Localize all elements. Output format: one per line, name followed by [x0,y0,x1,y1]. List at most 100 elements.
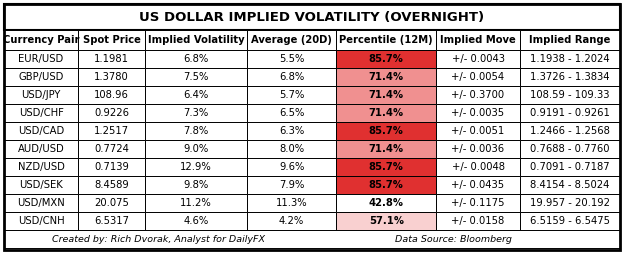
Bar [520,122,620,140]
Bar [4,158,78,176]
Bar [4,140,78,158]
Bar [436,50,520,68]
Bar [336,158,436,176]
Text: 6.8%: 6.8% [279,72,305,82]
Text: +/- 0.0035: +/- 0.0035 [452,108,505,118]
Text: NZD/USD: NZD/USD [17,162,64,172]
Bar [78,212,145,230]
Bar [145,30,247,50]
Text: +/- 0.0036: +/- 0.0036 [452,144,505,154]
Bar [520,140,620,158]
Text: +/- 0.0435: +/- 0.0435 [452,180,505,190]
Bar [520,212,620,230]
Bar [145,86,247,104]
Bar [436,86,520,104]
Bar [436,194,520,212]
Text: 0.7091 - 0.7187: 0.7091 - 0.7187 [530,162,610,172]
Bar [145,212,247,230]
Text: USD/JPY: USD/JPY [21,90,61,100]
Text: 85.7%: 85.7% [369,162,404,172]
Bar [247,122,336,140]
Text: Implied Move: Implied Move [440,35,516,45]
Text: 8.0%: 8.0% [279,144,304,154]
Bar [520,68,620,86]
Bar [436,68,520,86]
Bar [336,30,436,50]
Bar [145,122,247,140]
Bar [145,50,247,68]
Text: EUR/USD: EUR/USD [19,54,64,64]
Text: 42.8%: 42.8% [369,198,404,208]
Bar [78,158,145,176]
Bar [78,104,145,122]
Bar [436,104,520,122]
Text: 0.7724: 0.7724 [94,144,129,154]
Bar [4,212,78,230]
Text: 71.4%: 71.4% [369,72,404,82]
Bar [78,122,145,140]
Bar [78,194,145,212]
Text: 1.1938 - 1.2024: 1.1938 - 1.2024 [530,54,610,64]
Bar [520,50,620,68]
Text: 6.4%: 6.4% [183,90,208,100]
Text: 71.4%: 71.4% [369,144,404,154]
Text: 9.8%: 9.8% [183,180,208,190]
Text: 57.1%: 57.1% [369,216,404,226]
Bar [247,140,336,158]
Bar [4,230,620,248]
Bar [336,176,436,194]
Text: GBP/USD: GBP/USD [19,72,64,82]
Text: Spot Price: Spot Price [82,35,140,45]
Text: Percentile (12M): Percentile (12M) [339,35,433,45]
Bar [145,194,247,212]
Bar [436,158,520,176]
Bar [78,176,145,194]
Text: AUD/USD: AUD/USD [17,144,64,154]
Text: 1.1981: 1.1981 [94,54,129,64]
Text: 6.5%: 6.5% [279,108,305,118]
Text: 19.957 - 20.192: 19.957 - 20.192 [530,198,610,208]
Text: 1.3780: 1.3780 [94,72,129,82]
Text: 9.0%: 9.0% [183,144,208,154]
Text: Implied Volatility: Implied Volatility [148,35,245,45]
Bar [145,140,247,158]
Text: +/- 0.0158: +/- 0.0158 [451,216,505,226]
Text: 9.6%: 9.6% [279,162,305,172]
Text: 11.2%: 11.2% [180,198,212,208]
Text: 4.6%: 4.6% [183,216,208,226]
Bar [78,68,145,86]
Text: +/- 0.1175: +/- 0.1175 [451,198,505,208]
Text: 7.5%: 7.5% [183,72,208,82]
Bar [436,140,520,158]
Text: 5.7%: 5.7% [279,90,305,100]
Bar [436,176,520,194]
Text: 85.7%: 85.7% [369,126,404,136]
Text: 11.3%: 11.3% [276,198,308,208]
Bar [520,158,620,176]
Bar [247,86,336,104]
Text: Data Source: Bloomberg: Data Source: Bloomberg [395,234,512,244]
Text: 6.8%: 6.8% [183,54,208,64]
Text: 7.3%: 7.3% [183,108,208,118]
Bar [247,30,336,50]
Bar [436,122,520,140]
Text: 6.5317: 6.5317 [94,216,129,226]
Bar [336,104,436,122]
Bar [247,212,336,230]
Text: USD/CHF: USD/CHF [19,108,64,118]
Bar [247,158,336,176]
Text: US DOLLAR IMPLIED VOLATILITY (OVERNIGHT): US DOLLAR IMPLIED VOLATILITY (OVERNIGHT) [139,10,485,24]
Text: 8.4589: 8.4589 [94,180,129,190]
Text: 85.7%: 85.7% [369,54,404,64]
Text: +/- 0.0054: +/- 0.0054 [452,72,505,82]
Text: 0.9191 - 0.9261: 0.9191 - 0.9261 [530,108,610,118]
Bar [78,86,145,104]
Text: 1.3726 - 1.3834: 1.3726 - 1.3834 [530,72,610,82]
Bar [436,30,520,50]
Bar [145,68,247,86]
Bar [4,68,78,86]
Text: +/- 0.0048: +/- 0.0048 [452,162,505,172]
Bar [336,140,436,158]
Text: 71.4%: 71.4% [369,90,404,100]
Text: +/- 0.3700: +/- 0.3700 [452,90,505,100]
